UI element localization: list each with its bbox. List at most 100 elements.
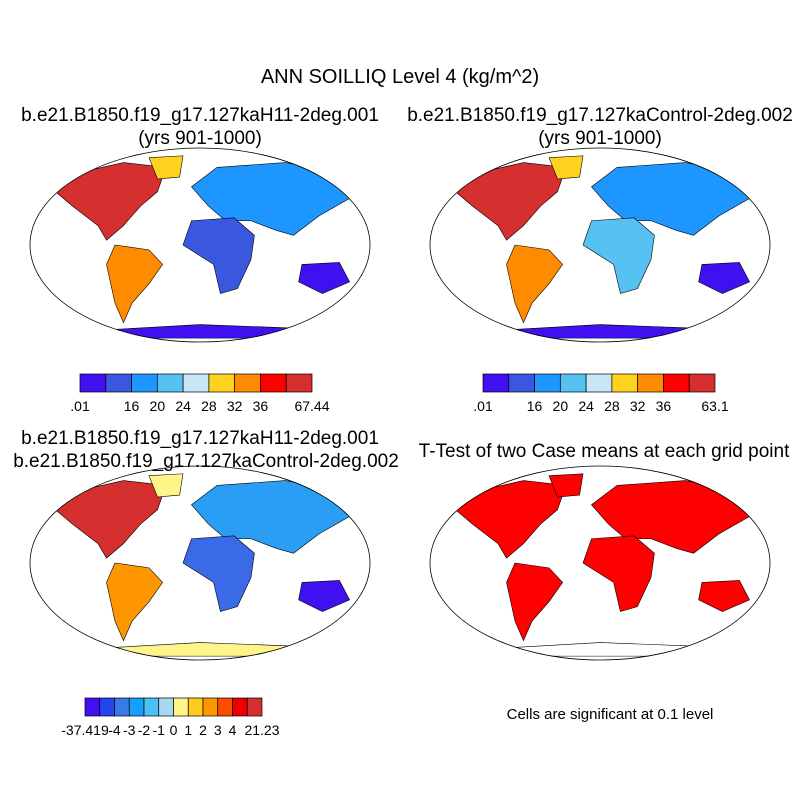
colorbar-box xyxy=(611,373,639,393)
colorbar-label: -37.419 xyxy=(61,722,109,738)
colorbar-box xyxy=(508,373,535,393)
colorbar-label: 20 xyxy=(553,398,569,414)
landmass-antarctica xyxy=(97,642,304,657)
colorbar-case2: .01 16 20 24 28 32 36 63.1 xyxy=(473,373,729,414)
landmass-greenland xyxy=(548,473,584,498)
map-panel-diff xyxy=(29,465,371,661)
landmass-africa xyxy=(182,535,255,612)
colorbar-box xyxy=(84,697,101,717)
landmass-south-america xyxy=(106,562,163,642)
colorbar-label: .01 xyxy=(473,398,493,414)
colorbar-box xyxy=(114,697,130,717)
colorbar-label: .01 xyxy=(70,398,90,414)
colorbar-label: 0 xyxy=(170,722,178,738)
panel-title-diff-line2: b.e21.B1850.f19_g17.127kaControl-2deg.00… xyxy=(13,451,399,472)
colorbar-label: 24 xyxy=(175,398,191,414)
colorbar-diff: -37.419 -4 -3 -2 -1 0 1 2 3 4 21.23 xyxy=(61,697,280,738)
colorbar-label: 1 xyxy=(184,722,192,738)
colorbar-label: 36 xyxy=(656,398,672,414)
landmass-south-america xyxy=(506,562,563,642)
landmass-australia xyxy=(298,262,351,294)
landmass-antarctica xyxy=(97,324,304,339)
map-panel-ttest xyxy=(429,465,771,661)
colorbar-box xyxy=(482,373,510,393)
landmass-australia xyxy=(698,580,751,612)
landmass-antarctica xyxy=(497,324,704,339)
landmass-africa xyxy=(582,535,655,612)
colorbar-box xyxy=(173,697,189,717)
colorbar-box xyxy=(99,697,115,717)
colorbar-label: 28 xyxy=(201,398,217,414)
colorbar-box xyxy=(232,697,248,717)
colorbar-box xyxy=(663,373,690,393)
colorbar-label: 32 xyxy=(227,398,243,414)
landmass-australia xyxy=(298,580,351,612)
colorbar-box xyxy=(208,373,236,393)
map-boundary xyxy=(29,147,371,343)
colorbar-label: 63.1 xyxy=(701,398,728,414)
colorbar-label: -3 xyxy=(123,722,136,738)
colorbar-box xyxy=(559,373,587,393)
colorbar-box xyxy=(187,697,204,717)
colorbar-label: -2 xyxy=(138,722,151,738)
colorbar-label: 32 xyxy=(630,398,646,414)
panel-title-case2-line2: (yrs 901-1000) xyxy=(538,128,662,149)
colorbar-box xyxy=(217,697,233,717)
colorbar-box xyxy=(128,697,145,717)
colorbar-label: -4 xyxy=(108,722,121,738)
colorbar-label: 16 xyxy=(527,398,543,414)
colorbar-box xyxy=(79,373,107,393)
colorbar-box xyxy=(285,373,313,393)
map-boundary xyxy=(429,147,771,343)
colorbar-label: 16 xyxy=(124,398,140,414)
map-panel-case1 xyxy=(29,147,371,343)
landmass-north-america xyxy=(55,480,167,559)
landmass-antarctica xyxy=(497,642,704,657)
panel-title-diff-line1: b.e21.B1850.f19_g17.127kaH11-2deg.001 xyxy=(21,428,379,449)
panel-title-case2-line1: b.e21.B1850.f19_g17.127kaControl-2deg.00… xyxy=(407,105,793,126)
landmass-australia xyxy=(698,262,751,294)
colorbar-case1: .01 16 20 24 28 32 36 67.44 xyxy=(70,373,330,414)
landmass-greenland xyxy=(548,155,584,180)
landmass-greenland xyxy=(148,473,184,498)
colorbar-label: 24 xyxy=(578,398,594,414)
colorbar-box xyxy=(143,697,160,717)
colorbar-box xyxy=(234,373,261,393)
colorbar-label: -1 xyxy=(153,722,166,738)
colorbar-label: 20 xyxy=(150,398,166,414)
panel-title-ttest: T-Test of two Case means at each grid po… xyxy=(418,441,790,462)
colorbar-box xyxy=(202,697,219,717)
colorbar-box xyxy=(182,373,210,393)
colorbar-label: 36 xyxy=(253,398,269,414)
colorbar-box xyxy=(158,697,174,717)
colorbar-label: 67.44 xyxy=(294,398,329,414)
landmass-north-america xyxy=(455,162,567,241)
map-boundary xyxy=(429,465,771,661)
colorbar-box xyxy=(131,373,158,393)
significance-note: Cells are significant at 0.1 level xyxy=(506,706,714,723)
colorbar-box xyxy=(105,373,132,393)
landmass-north-america xyxy=(55,162,167,241)
figure-title: ANN SOILLIQ Level 4 (kg/m^2) xyxy=(260,66,540,88)
panel-title-case1-line1: b.e21.B1850.f19_g17.127kaH11-2deg.001 xyxy=(21,105,379,126)
landmass-africa xyxy=(582,217,655,294)
colorbar-box xyxy=(534,373,561,393)
colorbar-label: 3 xyxy=(214,722,222,738)
colorbar-box xyxy=(260,373,287,393)
landmass-south-america xyxy=(106,244,163,324)
landmass-north-america xyxy=(455,480,567,559)
landmass-africa xyxy=(182,217,255,294)
colorbar-label: 2 xyxy=(199,722,207,738)
colorbar-box xyxy=(637,373,664,393)
colorbar-box xyxy=(156,373,184,393)
panel-title-case1-line2: (yrs 901-1000) xyxy=(138,128,262,149)
landmass-south-america xyxy=(506,244,563,324)
colorbar-label: 21.23 xyxy=(244,722,279,738)
map-boundary xyxy=(29,465,371,661)
colorbar-label: 28 xyxy=(604,398,620,414)
colorbar-box xyxy=(585,373,613,393)
map-panel-case2 xyxy=(429,147,771,343)
colorbar-label: 4 xyxy=(229,722,237,738)
